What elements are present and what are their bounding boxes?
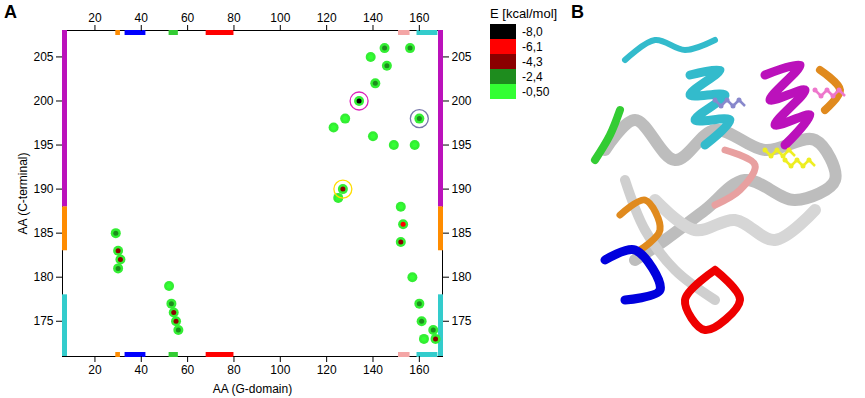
svg-text:140: 140	[363, 11, 383, 25]
html-text:-4,3: -4,3	[522, 54, 543, 69]
svg-text:185: 185	[452, 226, 472, 240]
svg-text:40: 40	[135, 363, 149, 377]
html-text:-0,50: -0,50	[522, 84, 550, 99]
svg-text:120: 120	[317, 363, 337, 377]
html-text:E [kcal/mol]: E [kcal/mol]	[490, 6, 558, 21]
svg-text:20: 20	[88, 11, 102, 25]
svg-text:195: 195	[33, 138, 53, 152]
svg-text:205: 205	[452, 50, 472, 64]
svg-text:180: 180	[33, 270, 53, 284]
svg-text:80: 80	[227, 11, 241, 25]
svg-text:60: 60	[181, 363, 195, 377]
svg-text:160: 160	[409, 363, 429, 377]
svg-text:190: 190	[33, 182, 53, 196]
svg-text:175: 175	[33, 314, 53, 328]
svg-text:AA (C-terminal): AA (C-terminal)	[16, 152, 30, 234]
svg-text:160: 160	[409, 11, 429, 25]
svg-text:200: 200	[33, 94, 53, 108]
html-text:B: B	[571, 2, 584, 22]
svg-text:180: 180	[452, 270, 472, 284]
svg-text:100: 100	[270, 11, 290, 25]
svg-text:120: 120	[317, 11, 337, 25]
svg-text:100: 100	[270, 363, 290, 377]
svg-text:185: 185	[33, 226, 53, 240]
svg-text:140: 140	[363, 363, 383, 377]
html-text:A: A	[4, 2, 17, 22]
svg-text:40: 40	[135, 11, 149, 25]
html-text:-2,4: -2,4	[522, 69, 543, 84]
svg-text:200: 200	[452, 94, 472, 108]
svg-text:205: 205	[33, 50, 53, 64]
svg-text:190: 190	[452, 182, 472, 196]
html-text:-8,0: -8,0	[522, 24, 543, 39]
svg-text:20: 20	[88, 363, 102, 377]
svg-text:175: 175	[452, 314, 472, 328]
svg-text:60: 60	[181, 11, 195, 25]
svg-text:195: 195	[452, 138, 472, 152]
html-text:-6,1: -6,1	[522, 39, 543, 54]
svg-text:AA (G-domain): AA (G-domain)	[213, 382, 292, 396]
svg-text:80: 80	[227, 363, 241, 377]
